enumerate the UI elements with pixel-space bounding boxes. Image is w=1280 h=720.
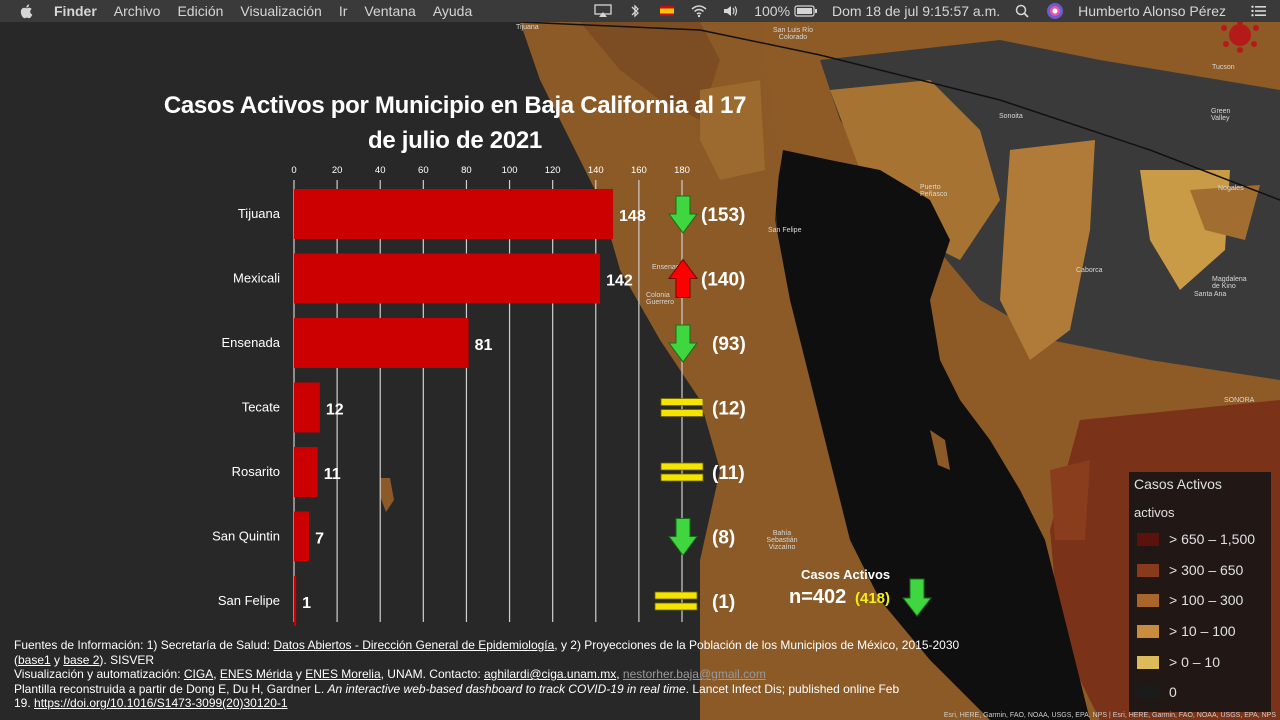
legend-swatch [1137,624,1159,638]
legend-item: 0 [1137,682,1177,702]
legend-item: > 10 – 100 [1137,621,1236,641]
base2-link[interactable]: base 2 [63,652,100,667]
map-label-san-felipe: San Felipe [768,227,802,234]
menu-ayuda[interactable]: Ayuda [432,3,473,19]
menu-edicion[interactable]: Edición [177,3,224,19]
map-label-sonora: SONORA [1224,397,1255,404]
legend-subtitle: activos [1134,505,1175,520]
legend-label: > 100 – 300 [1169,592,1244,608]
sources-text-segment: ( [14,652,18,667]
map-label-sonoita: Sonoita [999,113,1023,120]
sources-line-4: Plantilla reconstruida a partir de Dong … [14,682,994,697]
sources-text-segment: Visualización y automatización: [14,667,184,681]
bluetooth-icon[interactable] [626,4,644,18]
sources-text-segment: , UNAM. Contacto: [380,667,484,681]
sources-text-segment: 19. [14,696,35,710]
sources-line-5: 19. https://doi.org/10.1016/S1473-3099(2… [14,696,994,711]
menu-bar: Finder Archivo Edición Visualización Ir … [0,0,1280,22]
map-label-tucson: Tucson [1212,64,1235,71]
base1-link[interactable]: base1 [18,652,51,667]
spain-flag-icon[interactable] [658,4,676,18]
volume-icon[interactable] [722,4,740,18]
airplay-icon[interactable] [594,4,612,18]
map-label-santa-ana: Santa Ana [1194,291,1227,298]
enes-merida-link[interactable]: ENES Mérida [219,667,293,681]
sources-text-segment: y [50,652,64,667]
map-label-ensenada: Ensenada [652,264,684,271]
legend-label: > 300 – 650 [1169,562,1244,578]
menu-finder[interactable]: Finder [54,3,97,19]
map-attribution: Esri, HERE, Garmin, FAO, NOAA, USGS, EPA… [943,712,1276,719]
map-label-magdalena: Magdalena de Kino [1212,276,1247,290]
clock[interactable]: Dom 18 de jul 9:15:57 a.m. [832,3,1001,19]
battery-icon[interactable] [794,4,818,18]
menu-ir[interactable]: Ir [338,3,348,19]
legend-item: > 650 – 1,500 [1137,529,1255,549]
map-label-san-luis: San Luis Río Colorado [772,27,814,41]
map-label-nogales: Nogales [1218,185,1244,192]
contact-email-link[interactable]: aghilardi@ciga.unam.mx [484,667,617,681]
total-label: Casos Activos [801,567,891,582]
legend: Casos Activos activos > 650 – 1,500 > 30… [1129,472,1271,712]
legend-item: > 300 – 650 [1137,560,1243,580]
user-name[interactable]: Humberto Alonso Pérez [1078,3,1226,19]
sources-text-segment: Plantilla reconstruida a partir de Dong … [14,681,328,696]
map-label-penasco: Puerto Peñasco [920,184,948,198]
legend-label: 0 [1169,684,1177,700]
sources-line-2: (base1 y base 2). SISVER [14,653,994,668]
virus-logo-icon [1221,22,1259,53]
paper-title: An interactive web-based dashboard to tr… [327,681,686,696]
apple-icon[interactable] [18,2,36,20]
sources-text-segment: , [616,667,623,681]
legend-item: > 100 – 300 [1137,590,1243,610]
map-label-colonia: Colonia Guerrero [646,292,675,306]
legend-label: > 0 – 10 [1169,654,1220,670]
legend-swatch [1137,685,1159,699]
sources-line-3: Visualización y automatización: CIGA, EN… [14,667,994,682]
battery-percent: 100% [754,3,791,19]
sources-text-segment: Fuentes de Información: 1) Secretaría de… [14,638,274,652]
sources-text: Fuentes de Información: 1) Secretaría de… [14,638,994,711]
sources-text-segment: , y 2) Proyecciones de la Población de l… [554,638,960,652]
total-value: n=402 [789,586,847,608]
sources-text-segment: . Lancet Infect Dis; published online Fe… [685,681,900,696]
legend-swatch [1137,532,1159,546]
search-icon[interactable] [1014,4,1032,18]
chart-title: Casos Activos por Municipio en Baja Cali… [163,92,747,154]
map-label-green-valley: Green Valley [1211,108,1231,122]
sources-text-segment: y [292,667,306,681]
map-label-caborca: Caborca [1076,267,1103,274]
legend-swatch [1137,593,1159,607]
total-down-arrow-icon [902,578,932,617]
siri-icon[interactable] [1046,2,1064,20]
status-area: 100% Dom 18 de jul 9:15:57 a.m. Humberto… [580,0,1280,22]
total-previous: (418) [855,590,891,607]
legend-item: > 0 – 10 [1137,652,1220,672]
map-label-bahia: Bahía Sebastián Vizcaíno [766,530,798,551]
legend-swatch [1137,655,1159,669]
contact-email-2-link[interactable]: nestorher.baja@gmail.com [622,667,766,681]
map-label-tijuana: Tijuana [516,24,539,31]
datos-abiertos-link[interactable]: Datos Abiertos - Dirección General de Ep… [273,638,555,652]
notification-center-icon[interactable] [1250,4,1268,18]
enes-morelia-link[interactable]: ENES Morelia [305,667,381,681]
menu-visualizacion[interactable]: Visualización [240,3,322,19]
legend-label: > 650 – 1,500 [1169,531,1256,547]
legend-label: > 10 – 100 [1169,623,1236,639]
legend-title: Casos Activos [1134,476,1222,492]
wifi-icon[interactable] [690,4,708,18]
sources-line-1: Fuentes de Información: 1) Secretaría de… [14,638,994,653]
menu-ventana[interactable]: Ventana [364,3,416,19]
sources-text-segment: , [213,667,220,681]
ciga-link[interactable]: CIGA [183,667,214,681]
sources-text-segment: ). SISVER [99,652,155,667]
legend-swatch [1137,563,1159,577]
doi-link[interactable]: https://doi.org/10.1016/S1473-3099(20)30… [34,696,288,710]
menu-archivo[interactable]: Archivo [113,3,161,19]
